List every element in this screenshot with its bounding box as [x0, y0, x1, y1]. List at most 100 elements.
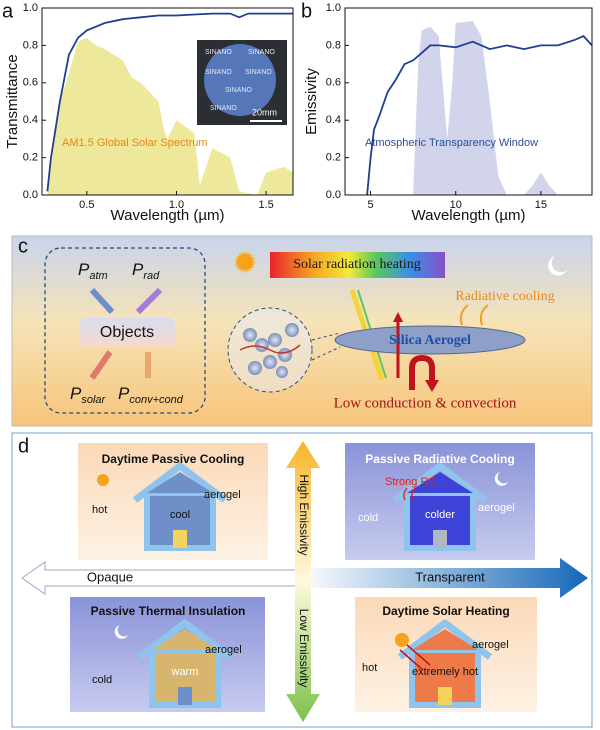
area — [47, 37, 293, 196]
outside-label: cold — [92, 674, 112, 686]
arrow-atm — [89, 287, 115, 315]
cooling-waves — [459, 304, 489, 326]
subscript: atm — [89, 270, 107, 282]
moon — [114, 625, 128, 639]
y-axis-label: Emissivity — [303, 68, 320, 135]
material-label: aerogel — [478, 502, 515, 514]
arrow-vertical — [286, 441, 320, 722]
axis-label: Transparent — [415, 569, 485, 584]
quadrant-title: Passive Thermal Insulation — [91, 604, 246, 618]
symbol: P — [78, 260, 90, 279]
quadrant-title: Daytime Solar Heating — [382, 604, 509, 618]
inset-watermark: SINANO — [248, 49, 275, 56]
quadrant-title: Passive Radiative Cooling — [365, 452, 514, 466]
power-label: Psolar — [70, 384, 107, 405]
aerogel-disk — [334, 325, 526, 355]
quadrant-title: Daytime Passive Cooling — [102, 452, 245, 466]
symbol: P — [118, 384, 130, 403]
y-tick-label: 1.0 — [326, 2, 341, 14]
objects-box — [80, 318, 175, 348]
axis-label: High Emissivity — [297, 474, 311, 555]
arrow-right — [300, 558, 588, 598]
power-label: Pconv+cond — [118, 384, 184, 405]
x-tick-label: 0.5 — [79, 199, 94, 211]
line — [46, 12, 293, 192]
area — [413, 21, 592, 195]
y-tick-label: 0.8 — [326, 39, 341, 51]
scale-label: 20mm — [252, 107, 277, 117]
inside-label: extremely hot — [412, 666, 478, 678]
inset-watermark: SINANO — [225, 87, 252, 94]
x-tick-label: 15 — [535, 199, 547, 211]
house-gable — [412, 629, 478, 650]
symbol: P — [132, 260, 144, 279]
material-label: aerogel — [472, 639, 509, 651]
panel-label: a — [2, 0, 14, 22]
y-tick-label: 0.6 — [23, 77, 38, 89]
plot-frame — [344, 7, 593, 196]
y-axis-label: Transmittance — [4, 54, 21, 148]
arrow-u-head — [425, 380, 439, 392]
house-roof — [137, 619, 233, 660]
inside-label: colder — [425, 509, 455, 521]
house-roof — [392, 462, 488, 503]
house-door — [173, 530, 187, 548]
y-tick-label: 0.8 — [23, 39, 38, 51]
label: Silica Aerogel — [389, 333, 471, 348]
inset-sample — [204, 44, 276, 116]
x-tick-label: 1.0 — [169, 199, 184, 211]
house-roof — [397, 619, 493, 660]
y-tick-label: 0.4 — [326, 114, 341, 126]
axis-label: Opaque — [87, 569, 133, 584]
sun — [97, 474, 109, 486]
subscript: solar — [81, 394, 106, 406]
label: Objects — [100, 324, 154, 341]
series-label: Atmospheric Transparency Window — [365, 137, 538, 149]
axis-label: Low Emissivity — [297, 609, 311, 688]
inset-watermark: SINANO — [210, 105, 237, 112]
material-label: aerogel — [205, 644, 242, 656]
line — [366, 35, 593, 196]
subscript: rad — [143, 270, 160, 282]
aerogel-network — [239, 323, 301, 378]
power-box — [44, 247, 206, 414]
material-label: aerogel — [204, 489, 241, 501]
inset-watermark: SINANO — [245, 69, 272, 76]
content: AM1.5 Global Solar Spectrum 0.5 1.0 1.5 0.0 0… — [2, 0, 593, 708]
inset-watermark: SINANO — [205, 49, 232, 56]
arrow-rad — [135, 287, 163, 315]
series-label: AM1.5 Global Solar Spectrum — [62, 137, 208, 149]
y-tick-label: 0.0 — [326, 189, 341, 201]
outside-label: hot — [362, 662, 377, 674]
inside-label: cool — [170, 509, 190, 521]
arrow-solar — [89, 350, 113, 380]
panel-label: b — [301, 0, 312, 22]
label: Low conduction & convection — [334, 395, 517, 411]
x-tick-label: 5 — [367, 199, 373, 211]
note-label: Strong RC — [385, 476, 436, 488]
sun — [395, 633, 409, 647]
inset-watermark: SINANO — [205, 69, 232, 76]
label: Radiative cooling — [455, 289, 554, 304]
plot-frame — [41, 7, 294, 196]
house-roof — [132, 462, 228, 503]
x-axis-label: Wavelength (µm) — [111, 207, 225, 224]
panel-d-border — [11, 432, 593, 728]
y-tick-label: 0.2 — [23, 152, 38, 164]
y-tick-label: 0.4 — [23, 114, 38, 126]
house-gable — [152, 629, 218, 650]
house-gable — [407, 472, 473, 493]
symbol: P — [70, 384, 82, 403]
y-tick-label: 1.0 — [23, 2, 38, 14]
arrow-u — [409, 354, 435, 390]
outside-label: hot — [92, 504, 107, 516]
rc-waves — [403, 487, 416, 501]
panel-label: d — [18, 435, 29, 457]
x-axis-label: Wavelength (µm) — [412, 207, 526, 224]
power-label: Prad — [132, 260, 160, 281]
sun — [234, 251, 256, 273]
label: Solar radiation heating — [293, 257, 421, 272]
power-label: Patm — [78, 260, 108, 281]
panel-label: c — [18, 235, 28, 257]
